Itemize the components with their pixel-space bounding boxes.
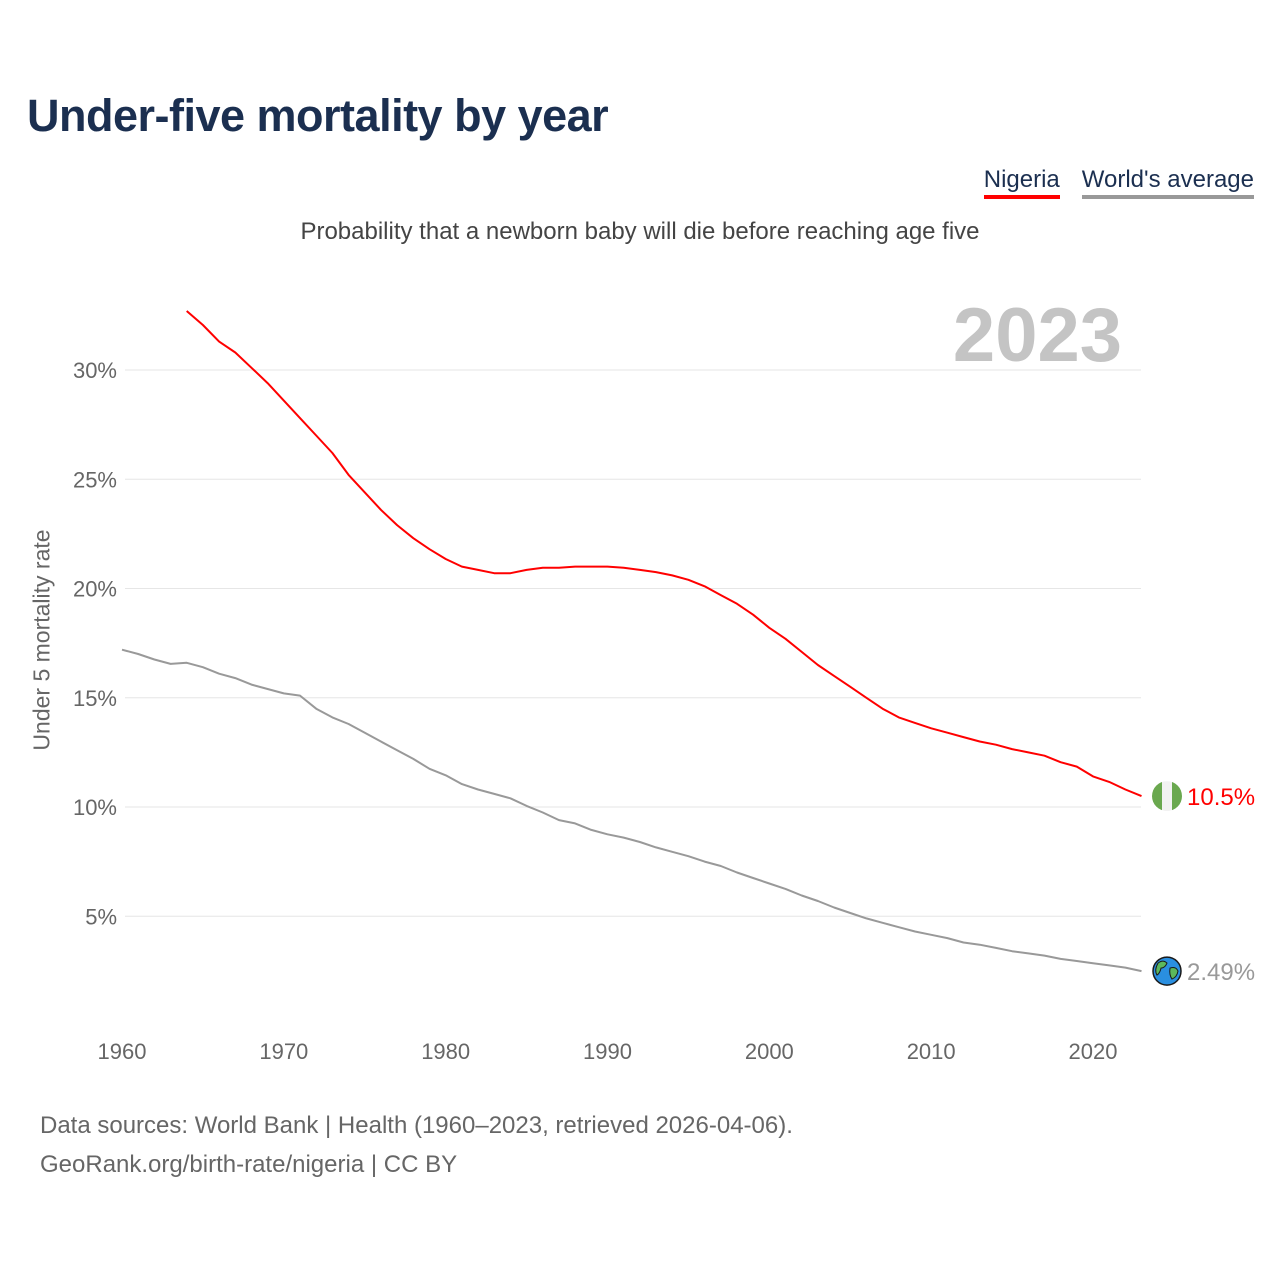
end-value-label: 2.49% — [1187, 959, 1255, 986]
x-tick-label: 2020 — [1069, 1039, 1118, 1064]
x-tick-label: 2010 — [907, 1039, 956, 1064]
legend-item-nigeria[interactable]: Nigeria — [983, 166, 1060, 199]
y-tick-label: 30% — [73, 358, 117, 383]
year-label: 2023 — [952, 293, 1122, 378]
flag-stripes — [1152, 781, 1182, 812]
chart-subtitle: Probability that a newborn baby will die… — [300, 218, 980, 245]
globe-land — [1169, 967, 1179, 980]
x-tick-label: 1970 — [259, 1039, 308, 1064]
series-line-world — [121, 648, 1142, 973]
flag-stripe — [1162, 781, 1172, 812]
legend: Nigeria World's average — [983, 166, 1254, 199]
y-tick-label: 20% — [73, 577, 117, 602]
y-tick-label: 10% — [73, 795, 117, 820]
data-source: Data sources: World Bank | Health (1960–… — [40, 1112, 793, 1139]
y-tick-label: 25% — [73, 467, 117, 492]
globe-icon — [1152, 956, 1182, 986]
end-value-label: 10.5% — [1187, 784, 1255, 811]
chart-title: Under-five mortality by year — [27, 90, 609, 141]
x-tick-label: 2000 — [745, 1039, 794, 1064]
globe-land — [1155, 960, 1168, 976]
legend-item-world[interactable]: World's average — [1081, 166, 1254, 199]
footer: Data sources: World Bank | Health (1960–… — [40, 1106, 793, 1184]
x-tick-label: 1960 — [98, 1039, 147, 1064]
y-tick-label: 15% — [73, 686, 117, 711]
y-tick-label: 5% — [85, 904, 117, 929]
flag-stripe — [1152, 781, 1162, 812]
flag-stripe — [1172, 781, 1182, 812]
x-tick-label: 1980 — [421, 1039, 470, 1064]
nigeria-flag-icon — [1152, 781, 1182, 812]
source-link[interactable]: GeoRank.org/birth-rate/nigeria | CC BY — [40, 1151, 458, 1178]
series-line-nigeria — [186, 310, 1142, 798]
x-tick-label: 1990 — [583, 1039, 632, 1064]
